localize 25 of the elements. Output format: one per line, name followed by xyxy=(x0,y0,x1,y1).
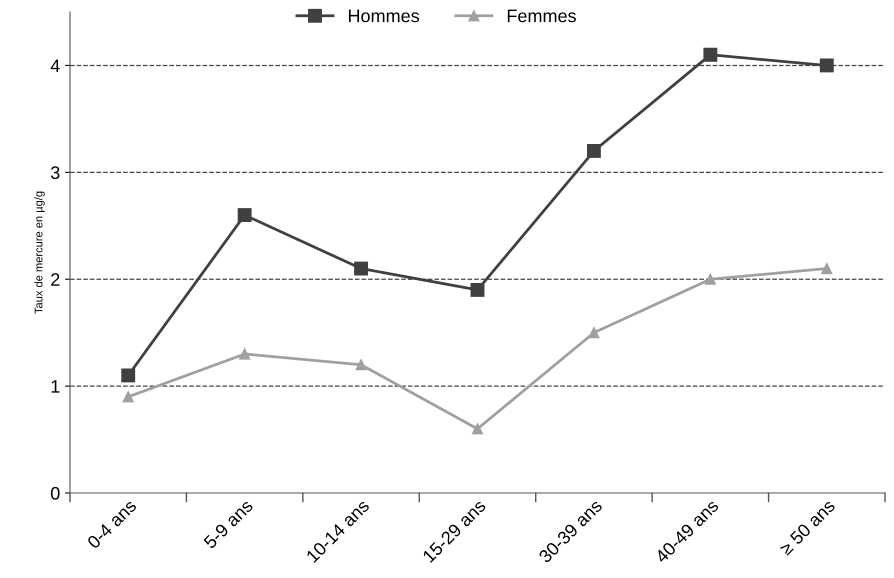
point xyxy=(472,423,484,434)
x-tick-label: ≥ 50 ans xyxy=(778,498,836,556)
point xyxy=(356,359,367,370)
point xyxy=(703,48,718,62)
point xyxy=(470,282,484,297)
x-tick-label: 5-9 ans xyxy=(202,498,254,550)
point xyxy=(586,144,601,158)
point xyxy=(820,58,834,72)
x-tick-label: 0-4 ans xyxy=(86,498,138,550)
y-tick-label: 4 xyxy=(50,60,60,72)
y-axis-title: Taux de mercure en µg/g xyxy=(34,192,45,314)
y-tick-label: 1 xyxy=(52,380,60,393)
y-tick-label: 2 xyxy=(51,273,60,286)
legend-label: Femmes xyxy=(508,10,576,22)
y-tick-label: 3 xyxy=(50,166,60,180)
point xyxy=(238,208,252,222)
y-tick-label: 0 xyxy=(50,486,60,500)
point xyxy=(821,262,832,274)
legend-label: Hommes xyxy=(348,10,420,22)
point xyxy=(239,348,250,360)
point xyxy=(354,262,368,276)
point xyxy=(588,327,600,338)
point xyxy=(122,391,134,402)
point xyxy=(704,274,716,285)
point xyxy=(121,368,136,382)
